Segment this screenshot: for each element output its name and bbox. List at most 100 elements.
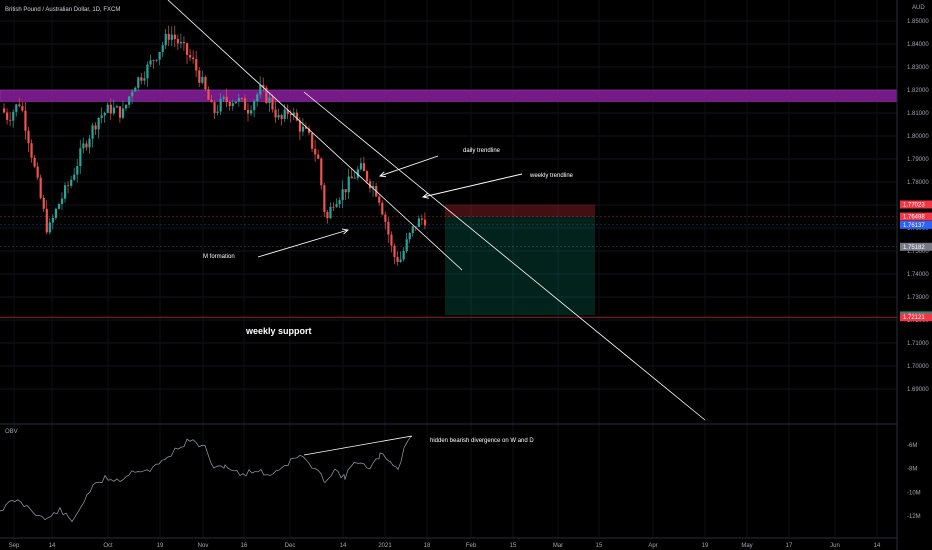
candle-body: [106, 104, 109, 113]
candle-body: [207, 89, 210, 100]
candle-body: [179, 42, 183, 44]
symbol-title[interactable]: British Pound / Australian Dollar, 1D, F…: [5, 7, 120, 13]
time-tick-label: 19: [702, 543, 709, 549]
candle-body: [27, 130, 30, 144]
candle-body: [280, 115, 283, 119]
candle-body: [57, 203, 61, 209]
candle-body: [146, 64, 149, 79]
candle-body: [323, 185, 326, 212]
candle-body: [173, 34, 176, 40]
candle-body: [387, 221, 390, 235]
price-label-text: 1.77023: [903, 202, 925, 208]
candle-body: [381, 202, 384, 215]
candle-body: [3, 108, 6, 113]
m-formation-arrow-head: [342, 228, 349, 235]
weekly-support-label: weekly support: [245, 326, 312, 336]
price-tick-label: 1.76000: [907, 226, 929, 232]
price-label-box: [900, 313, 932, 322]
candle-body: [359, 163, 363, 170]
candle-body: [73, 174, 76, 180]
candle-body: [301, 126, 305, 132]
candle-body: [149, 60, 152, 65]
m-formation-arrow: [257, 229, 349, 258]
candle-body: [240, 98, 244, 99]
daily-trendline-arrow-head: [379, 171, 387, 178]
stop-loss-zone: [445, 204, 595, 217]
candle-body: [140, 77, 143, 81]
candle-body: [100, 115, 103, 118]
candle-body: [347, 176, 350, 193]
candle-body: [39, 177, 42, 198]
candle-body: [420, 218, 424, 220]
candle-body: [292, 112, 295, 115]
candle-body: [109, 104, 112, 114]
candle-body: [289, 113, 292, 115]
time-tick-label: 18: [424, 543, 431, 549]
daily-trendline: [167, 0, 463, 271]
candle-body: [15, 104, 18, 112]
candle-body: [311, 132, 314, 149]
time-tick-label: Sep: [9, 543, 20, 549]
candle-body: [396, 257, 399, 262]
candle-body: [67, 185, 70, 187]
candle-body: [85, 143, 88, 148]
candle-body: [161, 45, 164, 52]
candle-body: [88, 138, 91, 148]
candle-body: [103, 112, 106, 116]
candle-body: [170, 34, 173, 40]
divergence-line: [303, 435, 413, 456]
time-tick-label: 16: [241, 543, 248, 549]
candle-body: [286, 109, 289, 114]
candle-body: [414, 226, 417, 228]
candle-body: [94, 125, 97, 130]
candle-body: [353, 177, 356, 179]
candle-body: [64, 185, 67, 199]
candle-body: [91, 125, 94, 139]
price-tick-label: 1.84000: [907, 42, 929, 48]
price-tick-label: 1.69000: [907, 387, 929, 393]
candle-body: [18, 104, 21, 107]
price-tick-label: 1.85000: [907, 19, 929, 25]
candle-body: [158, 51, 161, 60]
candle-body: [198, 70, 201, 83]
price-tick-label: 1.81000: [907, 111, 929, 117]
candle-body: [201, 76, 204, 83]
candle-body: [82, 143, 85, 149]
candle-body: [213, 102, 216, 113]
candle-body: [231, 103, 234, 107]
candle-body: [262, 84, 265, 88]
obv-label: OBV: [5, 429, 18, 435]
candle-body: [329, 206, 332, 219]
weekly-trendline-arrow: [422, 173, 523, 198]
candle-body: [408, 233, 411, 240]
candle-body: [54, 208, 58, 218]
weekly-trendline-arrow-head: [421, 192, 429, 199]
candle-body: [45, 208, 48, 233]
candle-body: [182, 42, 186, 44]
candle-body: [423, 219, 427, 226]
candle-body: [344, 189, 347, 193]
candle-body: [320, 158, 323, 186]
candle-body: [390, 234, 393, 246]
time-tick-label: 14: [49, 543, 56, 549]
price-tick-label: 1.78000: [907, 180, 929, 186]
price-label-text: 1.76498: [903, 215, 925, 221]
candle-body: [378, 196, 381, 203]
candle-body: [365, 171, 369, 182]
candle-body: [237, 98, 241, 102]
candle-body: [356, 169, 359, 178]
candle-body: [332, 206, 335, 208]
candle-body: [250, 110, 253, 114]
candle-body: [97, 117, 100, 130]
time-tick-label: 17: [786, 543, 793, 549]
candle-body: [30, 143, 33, 158]
time-tick-label: Mar: [553, 543, 563, 549]
candle-body: [210, 99, 213, 103]
candle-body: [225, 96, 228, 102]
price-tick-label: 1.74000: [907, 272, 929, 278]
candle-body: [115, 106, 119, 108]
time-tick-label: Feb: [466, 543, 477, 549]
daily-trendline-arrow: [379, 155, 439, 177]
candle-body: [326, 211, 329, 219]
